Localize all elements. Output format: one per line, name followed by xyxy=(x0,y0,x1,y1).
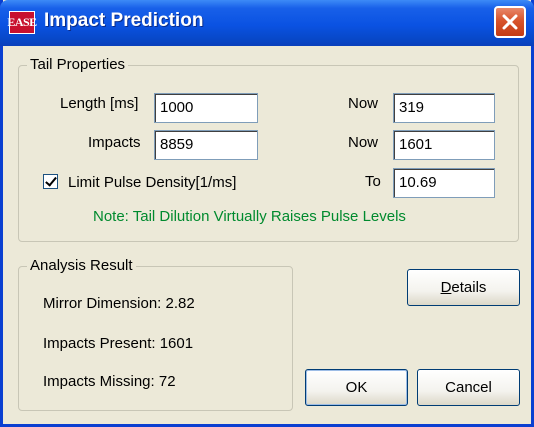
to-label: To xyxy=(365,173,381,190)
analysis-result-legend: Analysis Result xyxy=(27,257,136,275)
ok-button-label: OK xyxy=(345,379,368,396)
impacts-input[interactable]: 8859 xyxy=(154,130,258,160)
length-label: Length [ms] xyxy=(60,95,139,112)
impacts-present-text: Impacts Present: 1601 xyxy=(43,335,194,352)
details-button[interactable]: Details xyxy=(407,269,520,306)
now-label-1: Now xyxy=(348,95,379,112)
now-input-2[interactable]: 1601 xyxy=(393,130,495,160)
app-icon: EASE xyxy=(7,11,37,34)
analysis-result-group: Analysis Result xyxy=(18,257,293,411)
close-button[interactable] xyxy=(494,6,526,38)
ok-button[interactable]: OK xyxy=(305,369,408,406)
to-input[interactable]: 10.69 xyxy=(393,168,495,198)
close-icon xyxy=(502,14,518,30)
tail-dilution-note: Note: Tail Dilution Virtually Raises Pul… xyxy=(93,208,406,225)
title-bar[interactable]: EASE Impact Prediction xyxy=(0,0,534,46)
limit-pulse-density-label[interactable]: Limit Pulse Density[1/ms] xyxy=(68,174,237,191)
cancel-button-label: Cancel xyxy=(445,379,492,396)
now-label-2: Now xyxy=(348,134,379,151)
tail-properties-legend: Tail Properties xyxy=(27,56,129,74)
length-input[interactable]: 1000 xyxy=(154,93,258,123)
details-button-label: Details xyxy=(440,279,487,296)
window-title: Impact Prediction xyxy=(44,10,204,31)
impacts-label: Impacts xyxy=(88,134,141,151)
cancel-button[interactable]: Cancel xyxy=(417,369,520,406)
mirror-dimension-text: Mirror Dimension: 2.82 xyxy=(43,295,195,312)
now-input-1[interactable]: 319 xyxy=(393,93,495,123)
limit-pulse-density-checkbox[interactable] xyxy=(43,174,58,189)
impacts-missing-text: Impacts Missing: 72 xyxy=(43,373,176,390)
tail-properties-group: Tail Properties xyxy=(18,56,519,242)
